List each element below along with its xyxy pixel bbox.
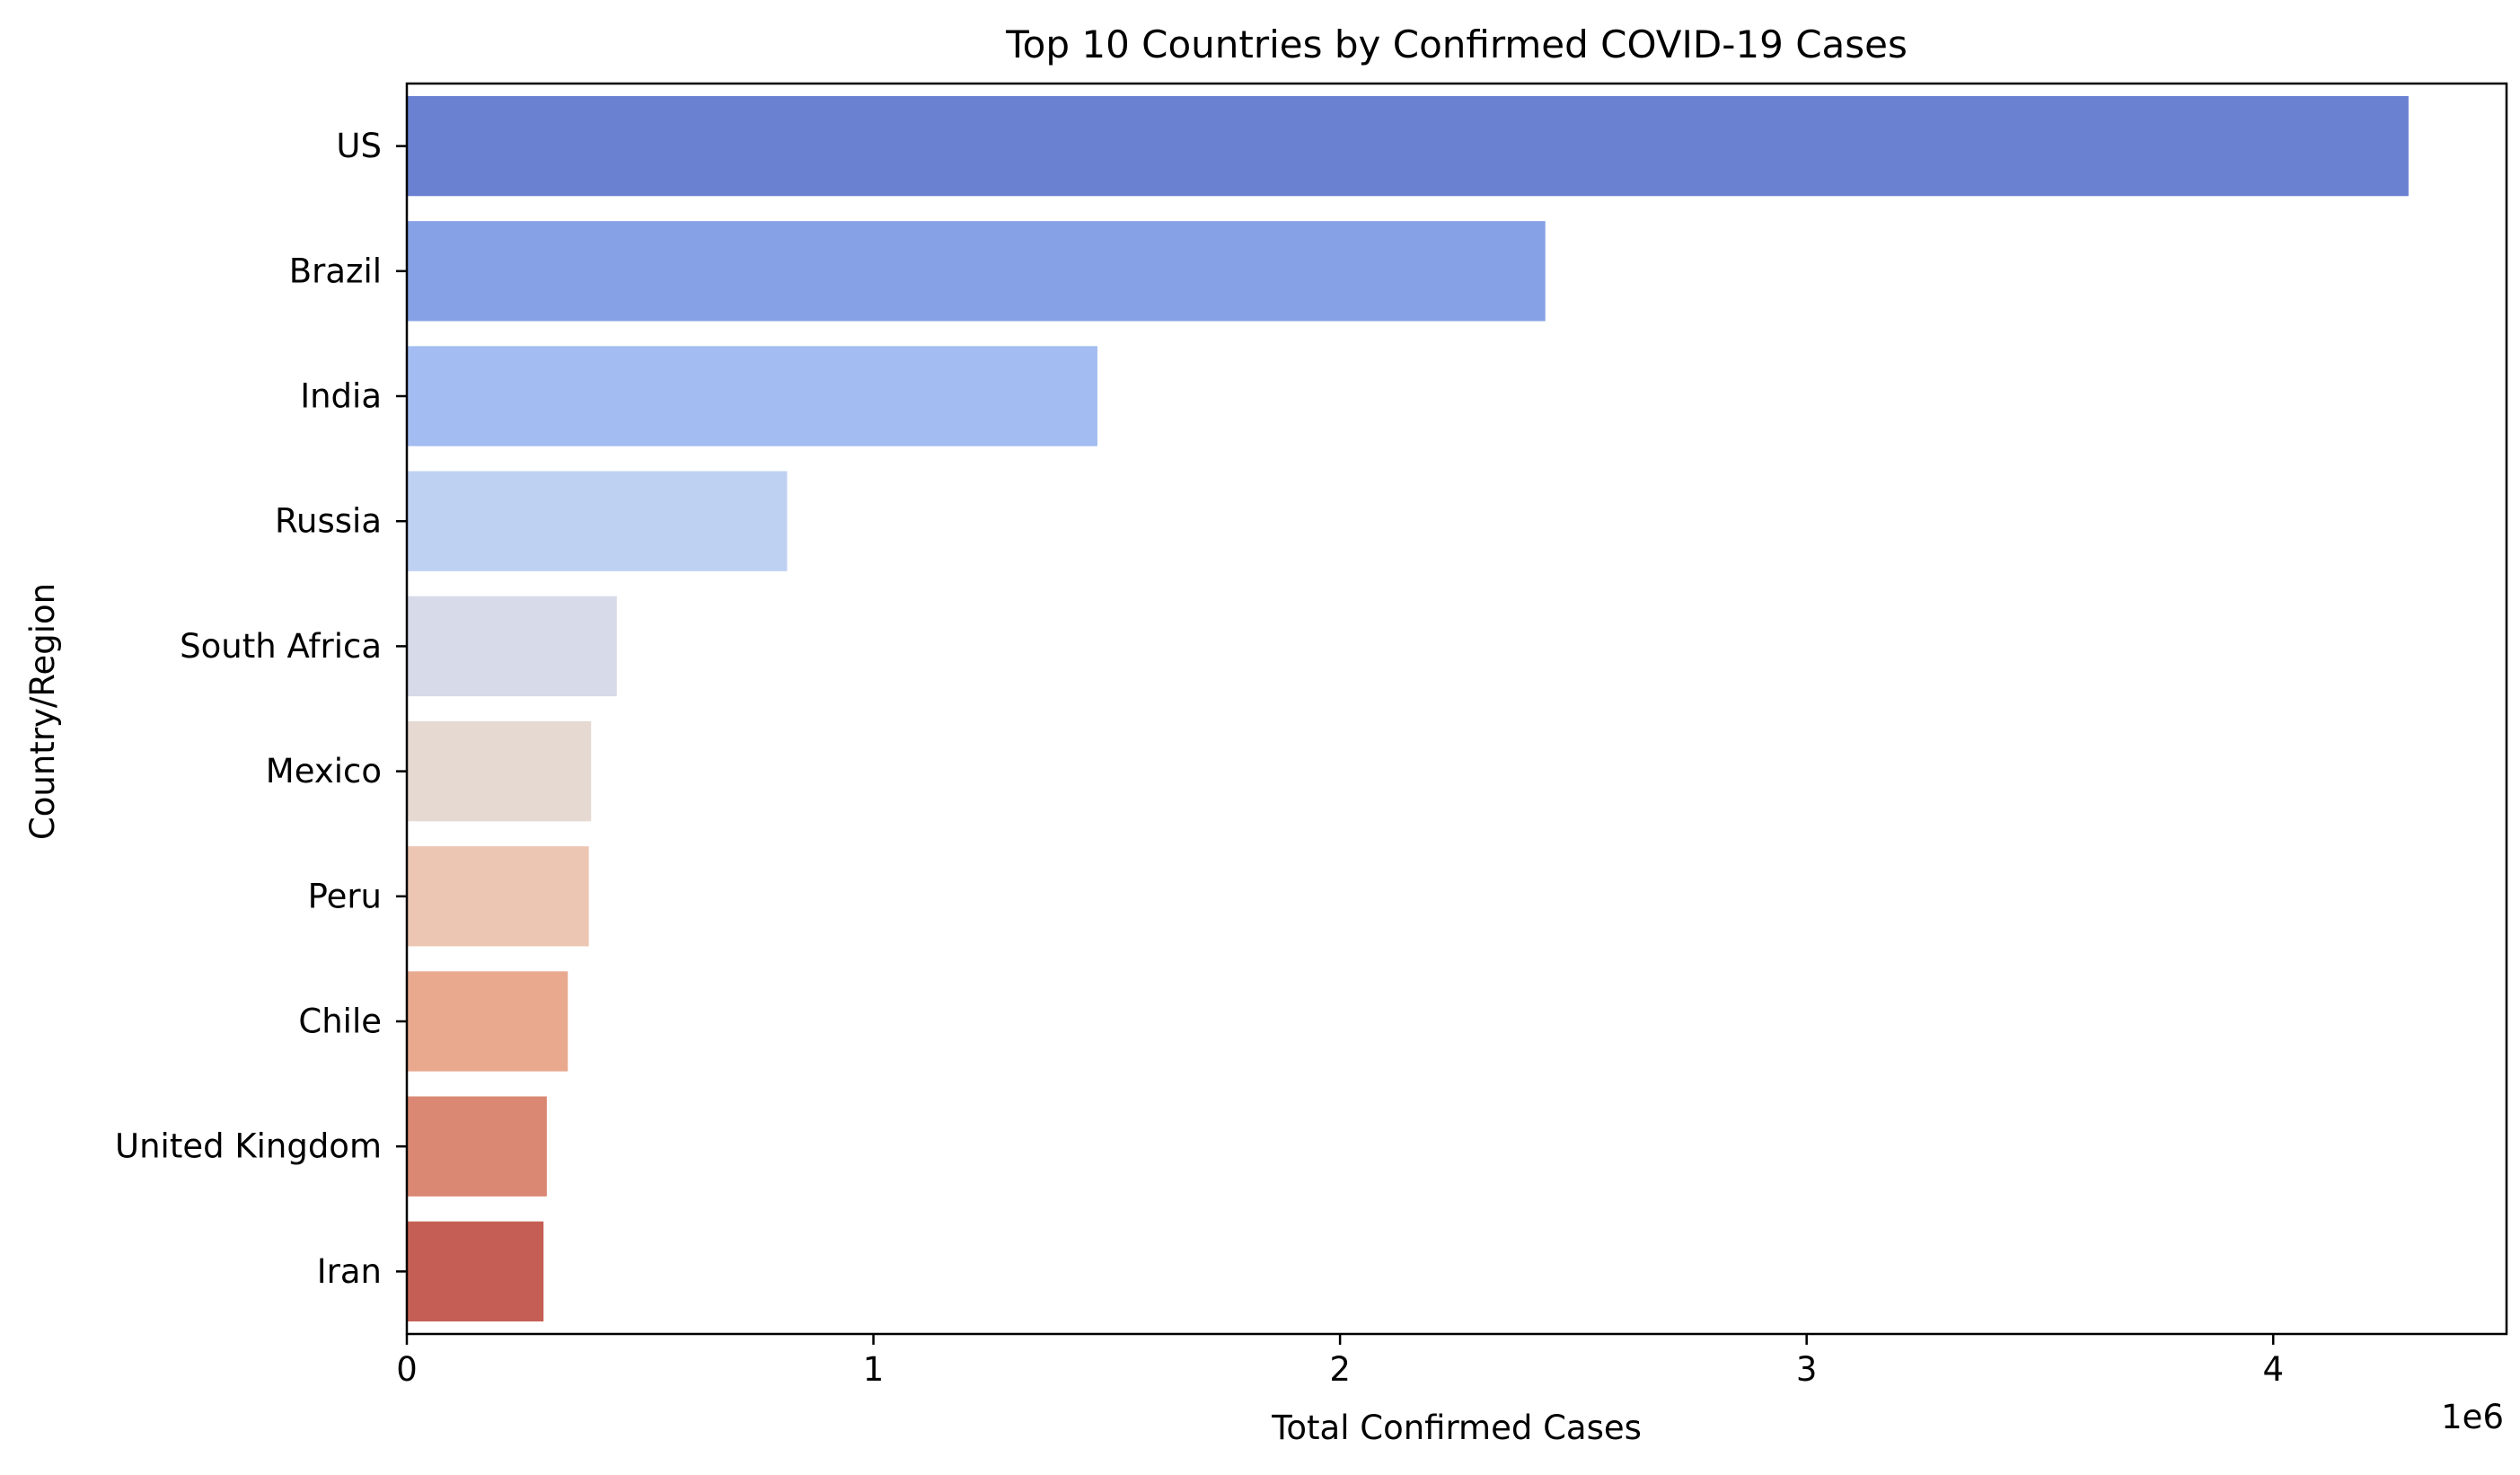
bar-south-africa [407,596,617,697]
chart-title: Top 10 Countries by Confirmed COVID-19 C… [1005,22,1908,66]
bar-brazil [407,221,1546,322]
x-tick-label: 2 [1329,1350,1351,1389]
y-tick-label-brazil: Brazil [289,252,382,290]
y-tick-label-chile: Chile [298,1002,382,1041]
bar-russia [407,471,788,571]
x-tick-label: 1 [863,1350,885,1389]
x-tick-label: 3 [1796,1350,1818,1389]
y-tick-label-peru: Peru [308,877,382,915]
bar-mexico [407,720,592,822]
y-tick-label-iran: Iran [317,1252,382,1291]
bar-iran [407,1221,544,1322]
y-axis-label: Country/Region [23,583,62,840]
bar-chile [407,971,568,1072]
bar-us [407,95,2409,197]
y-tick-label-india: India [300,377,382,416]
plot-frame [405,82,2508,1336]
y-tick-label-mexico: Mexico [266,752,382,790]
x-axis-label: Total Confirmed Cases [1271,1409,1642,1447]
y-axis-ticks: US Brazil India Russia South Africa Mexico Per… [115,127,407,1291]
bar-india [407,346,1097,446]
y-tick-label-us: US [336,127,382,165]
y-tick-label-united-kingdom: United Kingdom [115,1127,382,1166]
x-tick-label: 4 [2262,1350,2284,1389]
y-tick-label-russia: Russia [275,502,382,541]
y-tick-label-south-africa: South Africa [180,627,382,666]
bars-layer [407,95,2409,1322]
x-axis-offset-label: 1e6 [2441,1398,2504,1436]
x-axis-ticks: 0 1 2 3 4 [396,1334,2284,1389]
x-tick-label: 0 [396,1350,418,1389]
bar-united-kingdom [407,1096,547,1197]
bar-peru [407,846,589,947]
